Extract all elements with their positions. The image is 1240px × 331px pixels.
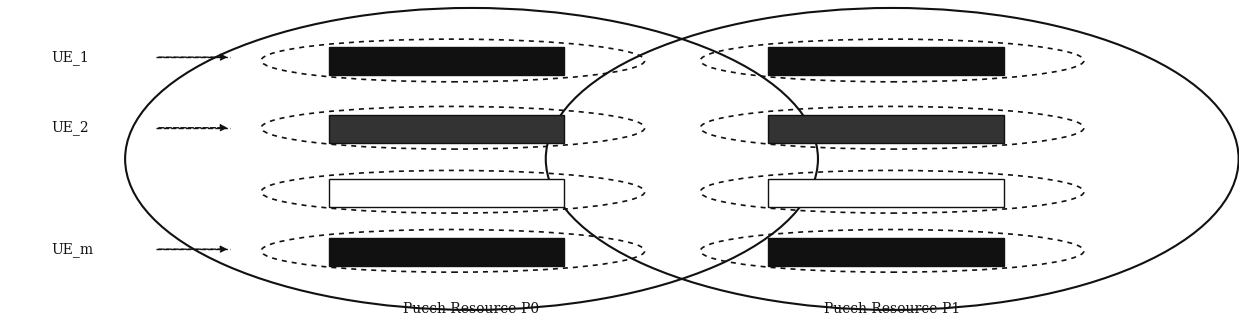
FancyBboxPatch shape [769,115,1003,143]
FancyBboxPatch shape [330,238,564,266]
FancyBboxPatch shape [330,47,564,75]
FancyBboxPatch shape [330,115,564,143]
Text: UE_2: UE_2 [51,120,88,135]
Text: Pucch Resource-P1: Pucch Resource-P1 [825,303,960,316]
Text: Pucch Resource-P0: Pucch Resource-P0 [403,303,539,316]
FancyBboxPatch shape [769,179,1003,207]
FancyBboxPatch shape [769,47,1003,75]
Text: UE_m: UE_m [51,242,93,257]
Text: UE_1: UE_1 [51,50,88,65]
FancyBboxPatch shape [330,179,564,207]
FancyBboxPatch shape [769,238,1003,266]
